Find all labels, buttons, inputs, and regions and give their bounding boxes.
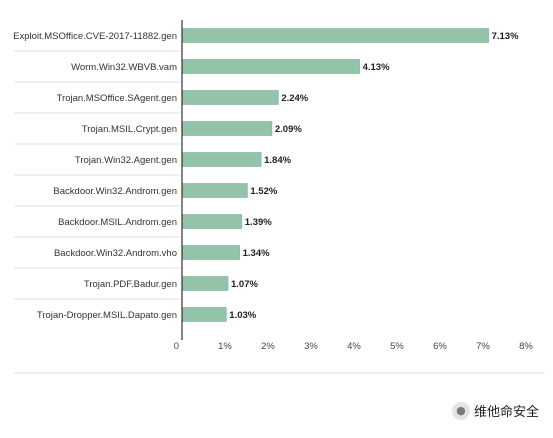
data-label: 1.07% <box>231 279 258 290</box>
bar <box>181 307 227 322</box>
watermark-text: 维他命安全 <box>473 405 539 420</box>
category-label: Trojan.Win32.Agent.gen <box>75 155 177 166</box>
category-label: Trojan.PDF.Badur.gen <box>84 279 177 290</box>
data-label: 1.84% <box>264 155 291 166</box>
data-label: 4.13% <box>363 62 390 73</box>
category-label: Backdoor.Win32.Androm.gen <box>53 186 177 197</box>
bar <box>181 152 262 167</box>
data-label: 7.13% <box>492 31 519 42</box>
bar <box>181 214 243 229</box>
x-tick-label: 8% <box>519 341 533 352</box>
x-tick-label: 1% <box>218 341 232 352</box>
bar <box>181 28 489 43</box>
category-label: Trojan.MSOffice.SAgent.gen <box>57 93 177 104</box>
data-label: 1.34% <box>243 248 270 259</box>
x-tick-label: 4% <box>347 341 361 352</box>
bar <box>181 245 240 260</box>
data-label: 2.09% <box>275 124 302 135</box>
category-label: Exploit.MSOffice.CVE-2017-11882.gen <box>13 31 177 42</box>
data-label: 1.03% <box>229 310 256 321</box>
x-tick-label: 7% <box>476 341 490 352</box>
data-label: 1.52% <box>250 186 277 197</box>
x-tick-label: 2% <box>261 341 275 352</box>
category-label: Backdoor.Win32.Androm.vho <box>54 248 177 259</box>
x-tick-label: 3% <box>304 341 318 352</box>
bar <box>181 183 248 198</box>
watermark: ● 维他命安全 <box>451 401 539 420</box>
x-tick-label: 0 <box>174 341 179 352</box>
bar <box>181 59 360 74</box>
category-label: Trojan-Dropper.MSIL.Dapato.gen <box>37 310 177 321</box>
bar <box>181 121 273 136</box>
category-label: Trojan.MSIL.Crypt.gen <box>82 124 177 135</box>
data-label: 2.24% <box>281 93 308 104</box>
x-tick-label: 5% <box>390 341 404 352</box>
wechat-icon: ● <box>451 401 470 420</box>
category-label: Backdoor.MSIL.Androm.gen <box>58 217 177 228</box>
bar <box>181 90 279 105</box>
x-tick-label: 6% <box>433 341 447 352</box>
data-label: 1.39% <box>245 217 272 228</box>
bar <box>181 276 229 291</box>
category-label: Worm.Win32.WBVB.vam <box>71 62 177 73</box>
